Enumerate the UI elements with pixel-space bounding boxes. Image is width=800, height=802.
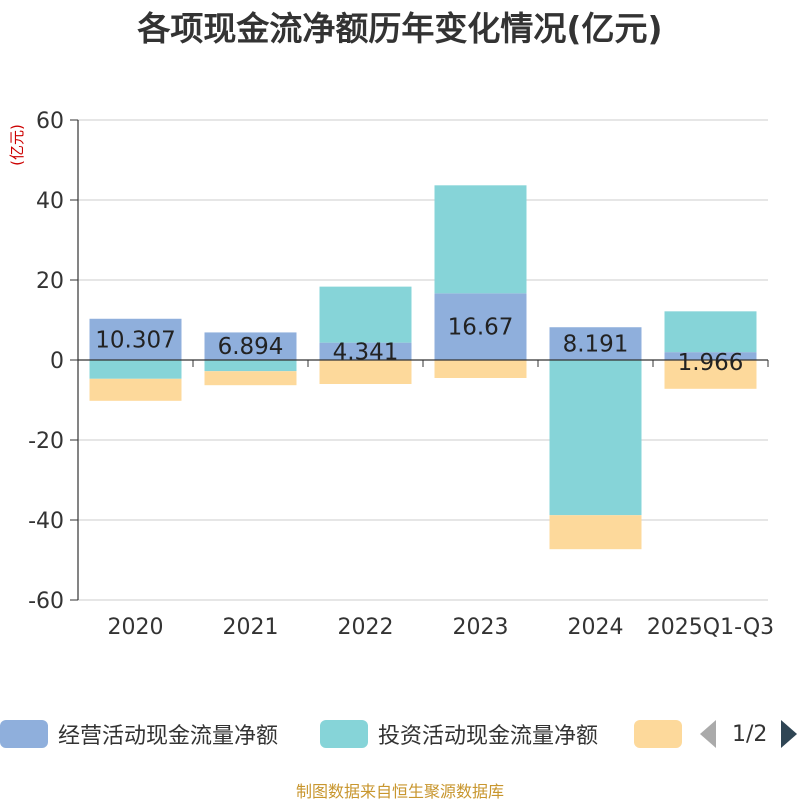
x-tick-label: 2025Q1-Q3 — [647, 615, 774, 640]
legend-swatch-investing — [320, 720, 368, 748]
y-tick-label: -20 — [28, 429, 64, 454]
bar-operating[interactable] — [319, 342, 412, 360]
pager-text: 1/2 — [732, 721, 768, 747]
data-label: 10.307 — [95, 327, 175, 353]
bar-operating[interactable] — [204, 332, 297, 360]
x-tick-label: 2021 — [223, 615, 279, 640]
data-label: 8.191 — [563, 332, 629, 358]
x-tick-label: 2020 — [108, 615, 164, 640]
pager-next-icon[interactable] — [781, 720, 798, 748]
legend-swatch-operating — [0, 720, 48, 748]
bar-financing[interactable] — [319, 360, 412, 384]
x-tick-label: 2024 — [568, 615, 624, 640]
legend-label-investing: 投资活动现金流量净额 — [378, 724, 599, 749]
y-tick-label: 20 — [36, 269, 64, 294]
x-tick-label: 2023 — [453, 615, 509, 640]
data-label: 16.67 — [448, 315, 514, 341]
legend-pager: 1/2 — [700, 716, 798, 752]
y-tick-label: -60 — [28, 589, 64, 614]
data-label: 4.341 — [333, 339, 399, 365]
bar-financing[interactable] — [434, 360, 527, 378]
legend-swatch-financing — [634, 720, 682, 748]
chart-area: -60 -40 -20 0 20 40 60 (亿元) 10.307 6.894 4.341 16.6… — [8, 109, 774, 640]
bar-operating[interactable] — [89, 318, 182, 360]
y-tick-label: -40 — [28, 509, 64, 534]
chart-title: 各项现金流净额历年变化情况(亿元) — [137, 9, 663, 48]
pager-prev-icon[interactable] — [700, 720, 716, 748]
bar-operating[interactable] — [434, 293, 527, 360]
bar-financing[interactable] — [204, 371, 297, 386]
legend-label-operating: 经营活动现金流量净额 — [58, 724, 279, 749]
bar-operating[interactable] — [549, 327, 642, 360]
legend-item-investing[interactable]: 投资活动现金流量净额 — [320, 716, 598, 752]
y-tick-label: 40 — [36, 189, 64, 214]
bar-investing[interactable] — [549, 360, 642, 516]
bar-investing[interactable] — [89, 360, 182, 379]
data-source: 制图数据来自恒生聚源数据库 — [295, 782, 504, 801]
y-tick-label: 60 — [36, 109, 64, 134]
bar-financing[interactable] — [664, 360, 757, 389]
y-tick-label: 0 — [50, 349, 64, 374]
legend: 经营活动现金流量净额 投资活动现金流量净额 — [0, 716, 800, 756]
legend-item-operating[interactable]: 经营活动现金流量净额 — [0, 716, 278, 752]
bar-financing[interactable] — [549, 515, 642, 550]
bar-investing[interactable] — [434, 185, 527, 294]
y-axis-label: (亿元) — [8, 124, 26, 166]
data-label: 6.894 — [218, 334, 284, 360]
bar-investing[interactable] — [664, 311, 757, 353]
bar-operating[interactable] — [664, 352, 757, 360]
data-label: 1.966 — [678, 350, 744, 376]
legend-item-financing[interactable] — [634, 716, 692, 752]
bar-investing[interactable] — [204, 360, 297, 372]
x-tick-label: 2022 — [338, 615, 394, 640]
bar-financing[interactable] — [89, 378, 182, 401]
bar-investing[interactable] — [319, 286, 412, 343]
